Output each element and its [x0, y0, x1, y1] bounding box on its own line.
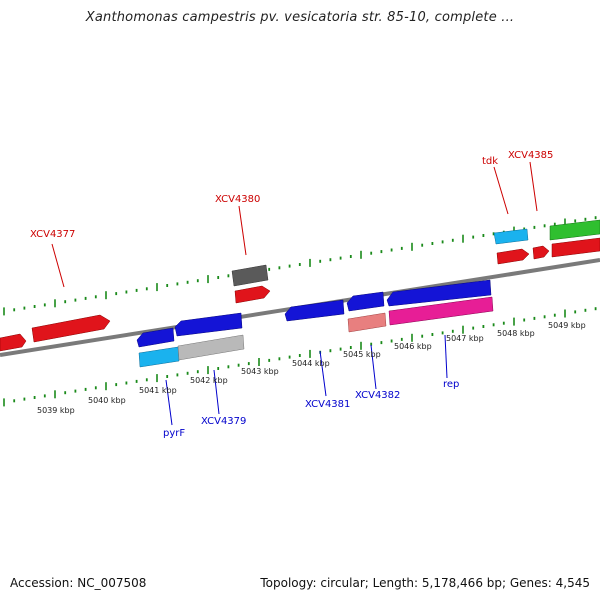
scale-label: 5047 kbp: [446, 334, 484, 343]
lower-tick-track: [3, 307, 597, 407]
scale-label: 5044 kbp: [292, 359, 330, 368]
label-rep[interactable]: rep: [443, 379, 459, 390]
gene-red-under-xcv4380[interactable]: [234, 285, 271, 304]
leader-xcv4385: [529, 161, 538, 212]
scale-label: 5043 kbp: [241, 367, 279, 376]
gene-xcv4382[interactable]: [346, 291, 385, 312]
gene-blue-b[interactable]: [174, 312, 243, 337]
top-gene-labels: XCV4377 XCV4380 tdk XCV4385: [30, 150, 553, 240]
leader-xcv4381: [319, 350, 327, 397]
scale-label: 5042 kbp: [190, 376, 228, 385]
scale-label: 5039 kbp: [37, 406, 75, 415]
leader-xcv4377: [51, 243, 65, 288]
gene-xcv4381[interactable]: [284, 299, 345, 322]
gene-green-right[interactable]: [549, 219, 600, 241]
topology-text: Topology: circular; Length: 5,178,466 bp…: [260, 576, 590, 590]
leader-xcv4382: [370, 344, 377, 390]
leader-rep: [444, 334, 448, 379]
scale-label: 5049 kbp: [548, 321, 586, 330]
scale-label: 5048 kbp: [497, 329, 535, 338]
scale-label: 5040 kbp: [88, 396, 126, 405]
label-xcv4385[interactable]: XCV4385: [508, 150, 553, 161]
scale-labels: 5039 kbp 5040 kbp 5041 kbp 5042 kbp 5043…: [37, 321, 586, 415]
gene-rep-blue[interactable]: [386, 279, 492, 307]
upper-tick-track: [3, 216, 597, 316]
gene-tdk[interactable]: [493, 228, 529, 245]
label-tdk[interactable]: tdk: [482, 156, 498, 167]
gene-xcv4385[interactable]: [532, 245, 550, 260]
leader-tdk: [493, 166, 509, 215]
gene-salmon[interactable]: [347, 312, 387, 333]
label-xcv4382[interactable]: XCV4382: [355, 390, 400, 401]
reverse-genes: [136, 279, 494, 368]
bottom-gene-labels: pyrF XCV4379 XCV4381 XCV4382 rep: [163, 379, 459, 439]
scale-label: 5045 kbp: [343, 350, 381, 359]
gene-blue-a[interactable]: [136, 327, 175, 348]
label-xcv4379[interactable]: XCV4379: [201, 416, 246, 427]
gene-pyrf[interactable]: [138, 346, 180, 368]
gene-red-under-tdk[interactable]: [496, 248, 530, 265]
leader-xcv4379: [213, 369, 220, 415]
map-title: Xanthomonas campestris pv. vesicatoria s…: [85, 10, 515, 25]
scale-label: 5046 kbp: [394, 342, 432, 351]
gene-xcv4380[interactable]: [231, 264, 269, 287]
scale-label: 5041 kbp: [139, 386, 177, 395]
leader-xcv4380: [238, 205, 247, 256]
label-xcv4380[interactable]: XCV4380: [215, 194, 260, 205]
top-leader-lines: [51, 161, 538, 288]
gene-xcv4379[interactable]: [177, 334, 245, 361]
label-pyrf[interactable]: pyrF: [163, 428, 185, 439]
leader-pyrf: [165, 379, 173, 426]
forward-genes: [0, 219, 600, 352]
accession-text: Accession: NC_007508: [10, 576, 147, 590]
label-xcv4381[interactable]: XCV4381: [305, 399, 350, 410]
label-xcv4377[interactable]: XCV4377: [30, 229, 75, 240]
gene-rep[interactable]: [388, 296, 494, 326]
gene-red-left-edge[interactable]: [0, 333, 27, 352]
bottom-leader-lines: [165, 334, 448, 426]
gene-xcv4377[interactable]: [31, 314, 111, 343]
gene-red-right[interactable]: [551, 237, 600, 258]
